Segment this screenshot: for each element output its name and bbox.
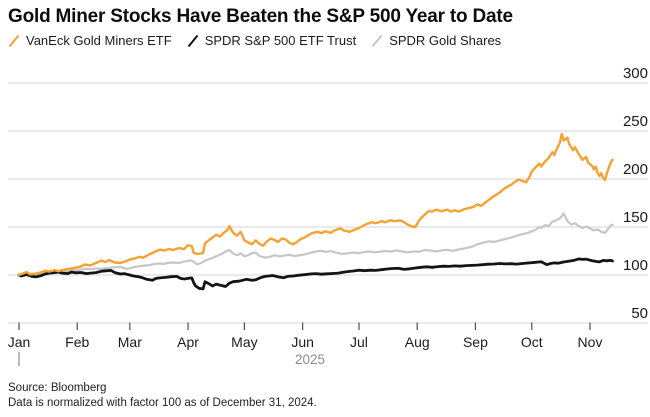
series-line-vaneck-gold-miners-etf — [17, 132, 614, 277]
series-swatch-icon — [371, 34, 383, 47]
legend-item-spdr-s-p-500-etf-trust[interactable]: SPDR S&P 500 ETF Trust — [187, 33, 356, 48]
x-axis-label-feb: Feb — [65, 334, 89, 350]
series-swatch-icon — [187, 34, 198, 47]
y-axis-label-250: 250 — [623, 113, 648, 130]
legend-item-vaneck-gold-miners-etf[interactable]: VanEck Gold Miners ETF — [8, 33, 172, 48]
x-axis-label-mar: Mar — [118, 334, 142, 350]
x-axis-label-jun: Jun — [291, 334, 314, 350]
legend-label: SPDR Gold Shares — [389, 33, 502, 48]
x-axis-label-jan: Jan — [8, 334, 31, 350]
y-axis-label-300: 300 — [623, 65, 648, 82]
x-axis-label-sep: Sep — [463, 334, 488, 350]
x-axis-label-aug: Aug — [405, 334, 430, 350]
x-axis-label-oct: Oct — [521, 334, 543, 350]
legend: VanEck Gold Miners ETF SPDR S&P 500 ETF T… — [8, 33, 501, 48]
x-axis-label-jul: Jul — [350, 334, 368, 350]
year-label: 2025 — [295, 352, 325, 367]
x-axis-label-may: May — [231, 334, 257, 350]
series-line-spdr-gold-shares — [17, 212, 614, 277]
page-title: Gold Miner Stocks Have Beaten the S&P 50… — [8, 6, 513, 27]
y-axis-label-200: 200 — [623, 161, 648, 178]
x-axis-label-apr: Apr — [177, 334, 199, 350]
source-line: Source: Bloomberg — [8, 382, 107, 394]
series-swatch-icon — [8, 34, 20, 47]
series-line-spdr-s-p-500-etf-trust — [17, 257, 614, 291]
legend-item-spdr-gold-shares[interactable]: SPDR Gold Shares — [371, 33, 501, 48]
x-axis-label-nov: Nov — [578, 334, 603, 350]
y-axis-label-100: 100 — [623, 257, 648, 274]
y-axis-label-50: 50 — [631, 305, 648, 322]
note-line: Data is normalized with factor 100 as of… — [8, 396, 317, 409]
footer: Source: Bloomberg Data is normalized wit… — [8, 381, 317, 410]
legend-label: SPDR S&P 500 ETF Trust — [204, 33, 357, 48]
legend-label: VanEck Gold Miners ETF — [26, 33, 172, 48]
y-axis-label-150: 150 — [623, 209, 648, 226]
